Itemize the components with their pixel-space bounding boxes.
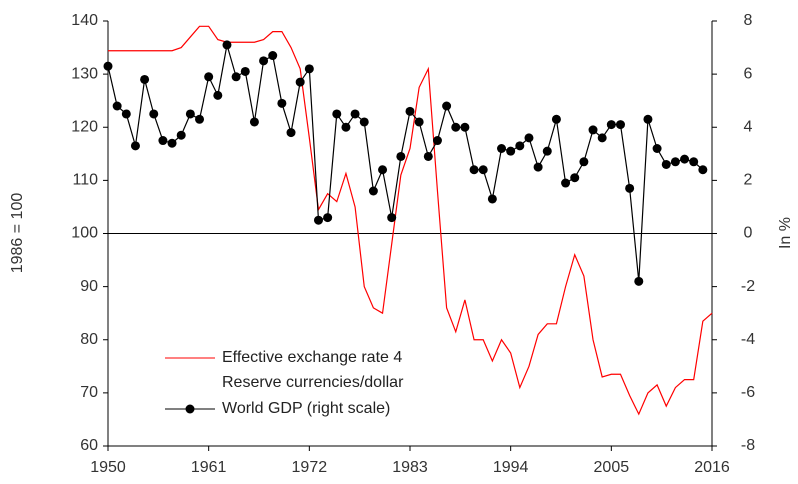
point (487, 194, 497, 204)
point (304, 64, 314, 74)
x-tick-label: 1983 (392, 459, 428, 476)
x-tick-label: 1961 (191, 459, 227, 476)
y2-tick-label: -8 (741, 437, 755, 454)
point (551, 114, 561, 124)
point (259, 56, 269, 66)
x-tick-label: 1950 (90, 459, 126, 476)
x-tick-label: 2005 (594, 459, 630, 476)
y2-tick-label: -2 (741, 278, 755, 295)
point (387, 213, 397, 223)
y-axis-label: 1986 = 100 (9, 193, 26, 274)
point (112, 101, 122, 111)
x-tick-label: 1972 (292, 459, 328, 476)
point (350, 109, 360, 119)
point (323, 213, 333, 223)
y-tick-label: 70 (80, 384, 98, 401)
point (140, 74, 150, 84)
point (359, 117, 369, 127)
y-tick-label: 80 (80, 331, 98, 348)
point (313, 215, 323, 225)
point (606, 120, 616, 130)
point (625, 183, 635, 193)
point (158, 136, 168, 146)
point (469, 165, 479, 175)
point (195, 114, 205, 124)
point (478, 165, 488, 175)
point (286, 128, 296, 138)
point (652, 144, 662, 153)
y-tick-label: 60 (80, 437, 98, 454)
point (634, 276, 644, 286)
point (231, 72, 241, 82)
point (130, 141, 140, 151)
point (268, 51, 278, 61)
y2-tick-label: 6 (744, 65, 753, 82)
point (222, 40, 232, 50)
point (295, 77, 305, 87)
y2-tick-label: 2 (744, 172, 753, 189)
y-tick-label: 110 (72, 172, 98, 189)
point (185, 109, 195, 119)
point (597, 133, 607, 143)
y2-tick-label: -6 (741, 384, 755, 401)
point (451, 122, 461, 132)
point (378, 165, 388, 175)
point (579, 157, 589, 167)
point (204, 72, 214, 82)
point (414, 117, 424, 127)
point (103, 61, 113, 71)
point (615, 120, 625, 130)
point (460, 122, 470, 132)
y-tick-label: 120 (71, 118, 98, 135)
y2-axis-label: In % (777, 217, 794, 249)
y2-tick-label: 0 (744, 225, 753, 242)
y-tick-label: 100 (71, 225, 98, 242)
point (341, 122, 351, 132)
point (570, 173, 580, 183)
point (149, 109, 159, 119)
point (670, 157, 680, 167)
legend-entry: Effective exchange rate 4 Reserve curren… (222, 349, 404, 391)
legend-marker (185, 404, 195, 414)
y2-tick-label: 8 (744, 12, 753, 29)
point (542, 146, 552, 156)
point (423, 151, 433, 161)
point (689, 157, 699, 167)
point (515, 141, 525, 151)
y-tick-label: 90 (80, 278, 98, 295)
point (368, 186, 378, 196)
x-tick-label: 2016 (694, 459, 730, 476)
x-tick-label: 1994 (493, 459, 529, 476)
point (240, 66, 250, 76)
point (405, 106, 415, 116)
point (561, 178, 571, 188)
point (588, 125, 598, 135)
series-line (108, 25, 713, 416)
y2-tick-label: 4 (744, 118, 753, 135)
point (661, 159, 671, 169)
point (396, 151, 406, 161)
y2-tick-label: -4 (741, 331, 755, 348)
point (167, 138, 177, 148)
point (332, 109, 342, 119)
legend-entry: World GDP (right scale) (222, 400, 391, 417)
y-tick-label: 130 (71, 65, 98, 82)
point (698, 165, 708, 175)
point (533, 162, 543, 172)
point (277, 98, 287, 108)
point (249, 117, 259, 127)
point (497, 144, 507, 153)
point (506, 146, 516, 156)
point (680, 154, 690, 164)
point (176, 130, 186, 140)
point (442, 101, 452, 111)
point (213, 90, 223, 100)
point (524, 133, 534, 143)
point (121, 109, 131, 119)
y-tick-label: 140 (71, 12, 98, 29)
point (643, 114, 653, 124)
point (432, 136, 442, 146)
